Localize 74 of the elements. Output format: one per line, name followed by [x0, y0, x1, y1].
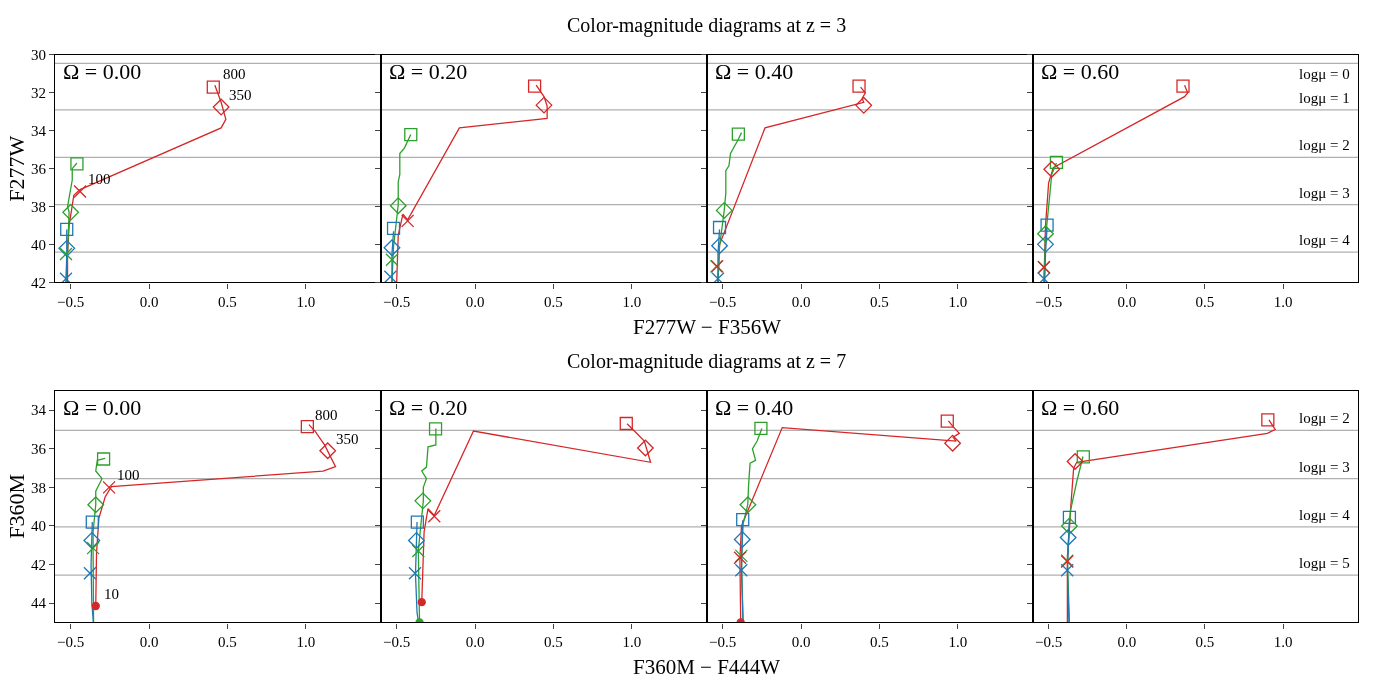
x-tick-label: −0.5: [57, 633, 85, 650]
x-tick-label: 1.0: [622, 293, 642, 310]
x-tick-label: 0.0: [465, 293, 485, 310]
annotation: logμ = 0: [1299, 66, 1350, 82]
x-axis-title: F360M − F444W: [633, 655, 781, 679]
annotation: logμ = 1: [1299, 90, 1350, 106]
x-tick-label: 0.5: [1195, 633, 1215, 650]
annotation: Ω = 0.00: [63, 59, 142, 84]
x-tick-label: −0.5: [709, 293, 737, 310]
x-tick-label: 1.0: [948, 293, 968, 310]
x-tick-label: 1.0: [1273, 633, 1293, 650]
y-tick-label: 36: [30, 441, 47, 458]
y-tick-label: 30: [30, 47, 46, 64]
annotation: logμ = 4: [1299, 507, 1351, 523]
y-tick-label: 38: [30, 198, 46, 215]
annotation: 800: [223, 66, 246, 82]
x-tick-label: 0.5: [1195, 293, 1215, 310]
y-tick-label: 32: [30, 85, 46, 102]
x-tick-label: 0.0: [139, 633, 159, 650]
annotation: 800: [315, 407, 338, 423]
x-tick-label: −0.5: [709, 633, 737, 650]
x-tick-label: −0.5: [383, 633, 411, 650]
y-tick-label: 34: [30, 123, 47, 140]
annotation: Ω = 0.40: [715, 395, 794, 420]
annotation: logμ = 5: [1299, 555, 1350, 571]
y-tick-label: 40: [30, 518, 46, 535]
y-axis-title: F360M: [4, 473, 30, 539]
annotation: Ω = 0.60: [1041, 395, 1120, 420]
annotation: logμ = 4: [1299, 232, 1351, 248]
annotation: Ω = 0.20: [389, 395, 468, 420]
y-axis-title: F277W: [4, 135, 30, 202]
x-tick-label: 1.0: [296, 293, 316, 310]
annotation: Ω = 0.20: [389, 59, 468, 84]
annotation: logμ = 2: [1299, 137, 1350, 153]
x-tick-label: 0.5: [218, 633, 237, 650]
x-tick-label: −0.5: [1035, 293, 1063, 310]
x-tick-label: 0.5: [870, 293, 889, 310]
annotation: 10: [104, 586, 119, 602]
x-tick-label: 0.5: [870, 633, 889, 650]
y-tick-label: 40: [30, 236, 46, 253]
chart-title: Color-magnitude diagrams at z = 3: [567, 14, 847, 37]
x-tick-label: 0.0: [791, 293, 811, 310]
x-tick-label: 0.5: [544, 633, 563, 650]
annotation: 350: [229, 87, 252, 103]
x-tick-label: −0.5: [1035, 633, 1063, 650]
y-tick-label: 36: [30, 160, 47, 177]
y-tick-label: 38: [30, 479, 46, 496]
annotation: Ω = 0.60: [1041, 59, 1120, 84]
annotation: Ω = 0.40: [715, 59, 794, 84]
y-tick-label: 44: [30, 595, 47, 612]
annotation: Ω = 0.00: [63, 395, 142, 420]
chart-title: Color-magnitude diagrams at z = 7: [567, 350, 847, 373]
y-tick-label: 34: [30, 402, 47, 419]
annotation: 100: [117, 467, 140, 483]
x-tick-label: 0.0: [465, 633, 485, 650]
annotation: 350: [336, 431, 359, 447]
x-tick-label: 0.5: [218, 293, 237, 310]
y-tick-label: 42: [30, 274, 46, 291]
x-tick-label: 0.0: [1117, 293, 1137, 310]
x-tick-label: 0.5: [544, 293, 563, 310]
x-tick-label: −0.5: [57, 293, 85, 310]
x-tick-label: 0.0: [1117, 633, 1137, 650]
annotation: logμ = 3: [1299, 459, 1350, 475]
x-tick-label: 0.0: [139, 293, 159, 310]
annotation: logμ = 2: [1299, 410, 1350, 426]
x-axis-title: F277W − F356W: [633, 315, 782, 339]
x-tick-label: 0.0: [791, 633, 811, 650]
x-tick-label: 1.0: [948, 633, 968, 650]
x-tick-label: 1.0: [296, 633, 316, 650]
x-tick-label: 1.0: [1273, 293, 1293, 310]
y-tick-label: 42: [30, 556, 46, 573]
annotation: logμ = 3: [1299, 185, 1350, 201]
x-tick-label: 1.0: [622, 633, 642, 650]
x-tick-label: −0.5: [383, 293, 411, 310]
